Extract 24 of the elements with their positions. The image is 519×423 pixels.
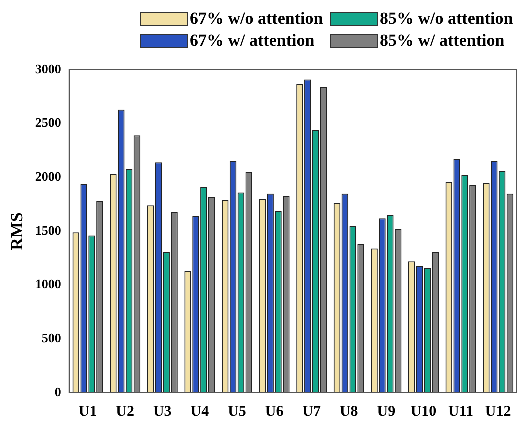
x-tick-label: U3 bbox=[153, 404, 172, 420]
x-tick-label: U8 bbox=[340, 404, 358, 420]
legend-label: 67% w/o attention bbox=[190, 9, 324, 29]
x-tick-label: U2 bbox=[116, 404, 135, 420]
x-tick-label: U5 bbox=[228, 404, 246, 420]
x-tick-label: U7 bbox=[302, 404, 322, 420]
y-tick-label: 1000 bbox=[35, 276, 62, 292]
y-tick-label: 3000 bbox=[35, 61, 62, 76]
x-tick-label: U1 bbox=[78, 404, 98, 420]
x-tick-label: U12 bbox=[485, 404, 512, 420]
legend-label: 67% w/ attention bbox=[190, 31, 315, 51]
x-tick-label: U9 bbox=[377, 404, 396, 420]
y-tick-label: 1500 bbox=[35, 222, 62, 238]
x-tick-label: U11 bbox=[448, 404, 474, 420]
y-tick-label: 0 bbox=[54, 384, 62, 400]
x-tick-label: U10 bbox=[410, 404, 437, 420]
y-tick-label: 2500 bbox=[35, 115, 62, 130]
legend-label: 85% w/ attention bbox=[380, 31, 505, 51]
x-tick-label: U6 bbox=[265, 404, 284, 420]
y-tick-label: 500 bbox=[42, 330, 62, 346]
legend-label: 85% w/o attention bbox=[380, 9, 514, 29]
y-axis-title: RMS bbox=[8, 212, 27, 250]
y-tick-label: 2000 bbox=[35, 169, 62, 184]
x-tick-label: U4 bbox=[190, 404, 210, 420]
